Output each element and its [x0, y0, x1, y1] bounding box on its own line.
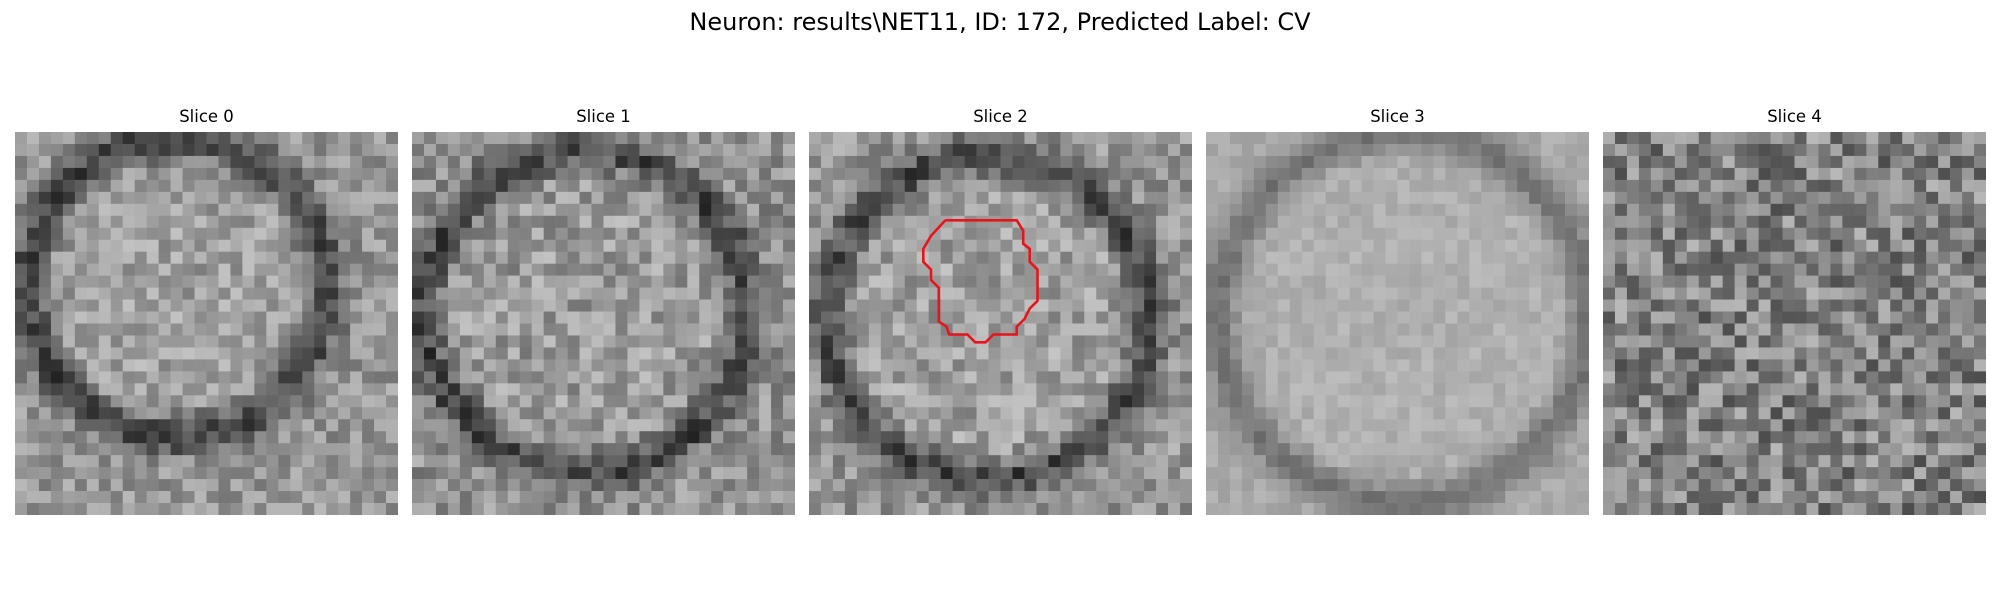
figure-title: Neuron: results\NET11, ID: 172, Predicte…: [689, 8, 1311, 36]
slice-panel-4: Slice 4: [1603, 106, 1986, 515]
slice-panel-2: Slice 2: [809, 106, 1192, 515]
slice-title-2: Slice 2: [973, 107, 1028, 126]
slice-panel-0: Slice 0: [15, 106, 398, 515]
predicted-contour: [922, 219, 1039, 344]
slice-image-3: [1206, 132, 1589, 515]
slice-panel-1: Slice 1: [412, 106, 795, 515]
slice-image-4: [1603, 132, 1986, 515]
slice-panel-3: Slice 3: [1206, 106, 1589, 515]
slice-title-1: Slice 1: [576, 107, 631, 126]
slice-image-2: [809, 132, 1192, 515]
slice-image-1: [412, 132, 795, 515]
slice-image-0: [15, 132, 398, 515]
slice-title-0: Slice 0: [179, 107, 234, 126]
slice-title-4: Slice 4: [1767, 107, 1822, 126]
slice-title-3: Slice 3: [1370, 107, 1425, 126]
